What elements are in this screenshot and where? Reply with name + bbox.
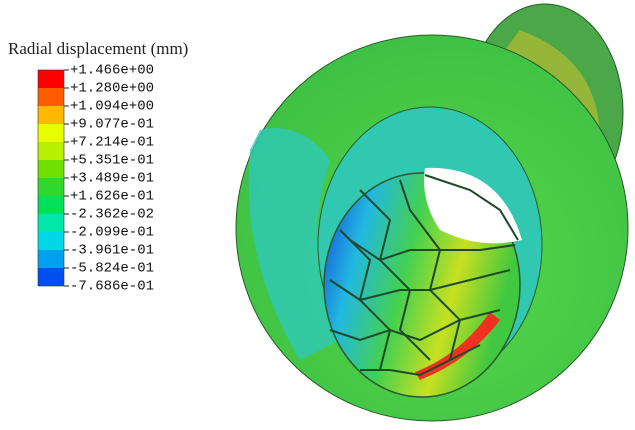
mesh-hole — [424, 167, 522, 244]
legend-band — [38, 88, 64, 106]
legend-label: +1.280e+00 — [70, 81, 154, 97]
legend-band — [38, 268, 64, 286]
legend-band — [38, 232, 64, 250]
legend-title: Radial displacement (mm) — [8, 39, 188, 58]
legend-label: +5.351e-01 — [70, 153, 154, 169]
legend-label: +1.466e+00 — [70, 63, 154, 79]
legend-label: -7.686e-01 — [70, 279, 154, 295]
legend-band — [38, 214, 64, 232]
legend-label: -2.362e-02 — [70, 207, 154, 223]
legend-band — [38, 124, 64, 142]
legend-label: -2.099e-01 — [70, 225, 154, 241]
mesh-red-zone — [415, 312, 500, 380]
legend-label: +7.214e-01 — [70, 135, 154, 151]
legend-label: -3.961e-01 — [70, 243, 154, 259]
legend-band — [38, 142, 64, 160]
ring-cyan-zone — [248, 128, 340, 360]
legend-band — [38, 196, 64, 214]
legend-label: +1.626e-01 — [70, 189, 154, 205]
legend-label: +3.489e-01 — [70, 171, 154, 187]
model — [235, 3, 629, 422]
legend-band — [38, 250, 64, 268]
legend-label: +1.094e+00 — [70, 99, 154, 115]
legend-band — [38, 106, 64, 124]
legend-band — [38, 178, 64, 196]
legend-label: +9.077e-01 — [70, 117, 154, 133]
mesh-lines — [329, 174, 519, 377]
legend-label: -5.824e-01 — [70, 261, 154, 277]
legend: +1.466e+00 +1.280e+00 +1.094e+00 +9.077e-01… — [37, 63, 154, 295]
legend-band — [38, 160, 64, 178]
legend-band — [38, 70, 64, 88]
